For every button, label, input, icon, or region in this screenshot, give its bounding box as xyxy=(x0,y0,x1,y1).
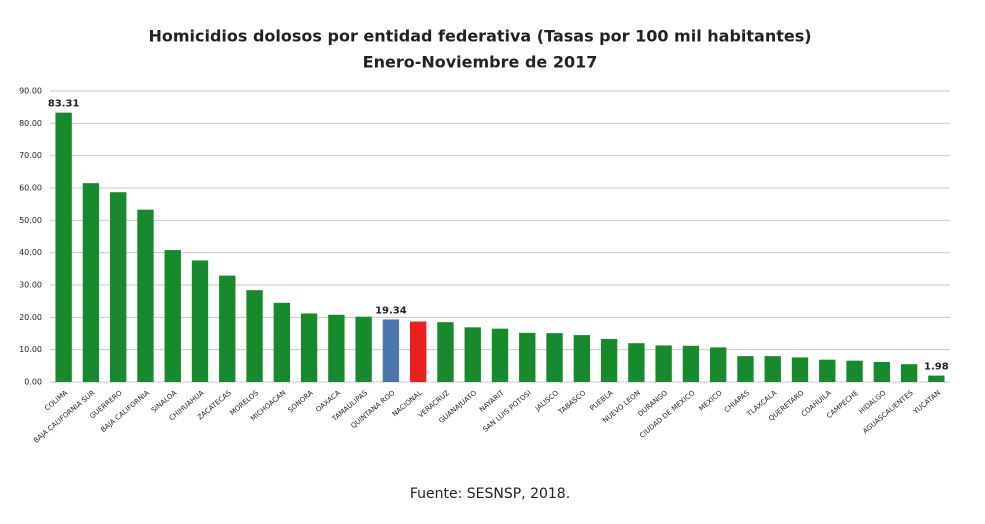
x-tick-label: BAJA CALIFORNIA xyxy=(99,389,151,434)
bar xyxy=(164,250,181,382)
chart-title: Homicidios dolosos por entidad federativ… xyxy=(148,27,811,46)
value-label: 83.31 xyxy=(48,99,80,110)
bar xyxy=(519,332,536,382)
bar xyxy=(546,333,563,382)
bar xyxy=(682,345,700,382)
bar xyxy=(273,302,290,382)
x-tick-label: AGUASCALIENTES xyxy=(861,389,915,436)
value-label: 1.98 xyxy=(924,362,949,373)
bar xyxy=(219,275,236,382)
x-tick-label: MEXICO xyxy=(697,389,724,413)
y-tick-label: 0.00 xyxy=(24,378,42,387)
bar xyxy=(246,290,263,382)
bar xyxy=(464,327,481,382)
bar xyxy=(900,364,918,382)
bar xyxy=(137,209,154,382)
y-tick-label: 50.00 xyxy=(19,216,42,225)
y-tick-label: 10.00 xyxy=(19,345,42,354)
bar xyxy=(791,357,809,382)
bar xyxy=(110,192,127,382)
bar xyxy=(191,260,209,382)
bar xyxy=(573,335,590,382)
source-note: Fuente: SESNSP, 2018. xyxy=(410,486,570,502)
x-tick-label: SONORA xyxy=(286,389,314,415)
bar xyxy=(628,343,645,382)
y-tick-label: 20.00 xyxy=(19,313,42,322)
y-tick-label: 90.00 xyxy=(19,87,42,96)
bar xyxy=(491,328,509,382)
y-tick-label: 60.00 xyxy=(19,184,42,193)
bar xyxy=(55,112,72,383)
y-tick-label: 80.00 xyxy=(19,119,42,128)
bar xyxy=(328,314,345,382)
bar xyxy=(355,316,372,382)
bar xyxy=(600,338,618,382)
y-tick-label: 70.00 xyxy=(19,151,42,160)
bar xyxy=(764,356,781,382)
y-tick-label: 40.00 xyxy=(19,248,42,257)
chart-subtitle: Enero-Noviembre de 2017 xyxy=(363,53,598,72)
x-tick-label: PUEBLA xyxy=(589,389,615,413)
x-tick-label: SAN LUIS POTOSI xyxy=(482,389,533,434)
x-tick-label: YUCATAN xyxy=(911,389,942,417)
bar xyxy=(928,375,945,382)
y-tick-label: 30.00 xyxy=(19,281,42,290)
bar xyxy=(710,347,727,382)
bar xyxy=(737,356,754,382)
bar xyxy=(82,183,100,382)
bar xyxy=(410,321,427,382)
bar xyxy=(873,361,890,382)
bar xyxy=(655,345,672,382)
bar xyxy=(846,360,863,382)
x-tick-label: COLIMA xyxy=(43,389,69,413)
bar xyxy=(437,322,454,382)
bar xyxy=(819,359,836,382)
value-label: 19.34 xyxy=(375,305,407,316)
bar xyxy=(382,319,400,382)
x-tick-label: TABASCO xyxy=(556,389,588,417)
bar xyxy=(300,313,318,382)
